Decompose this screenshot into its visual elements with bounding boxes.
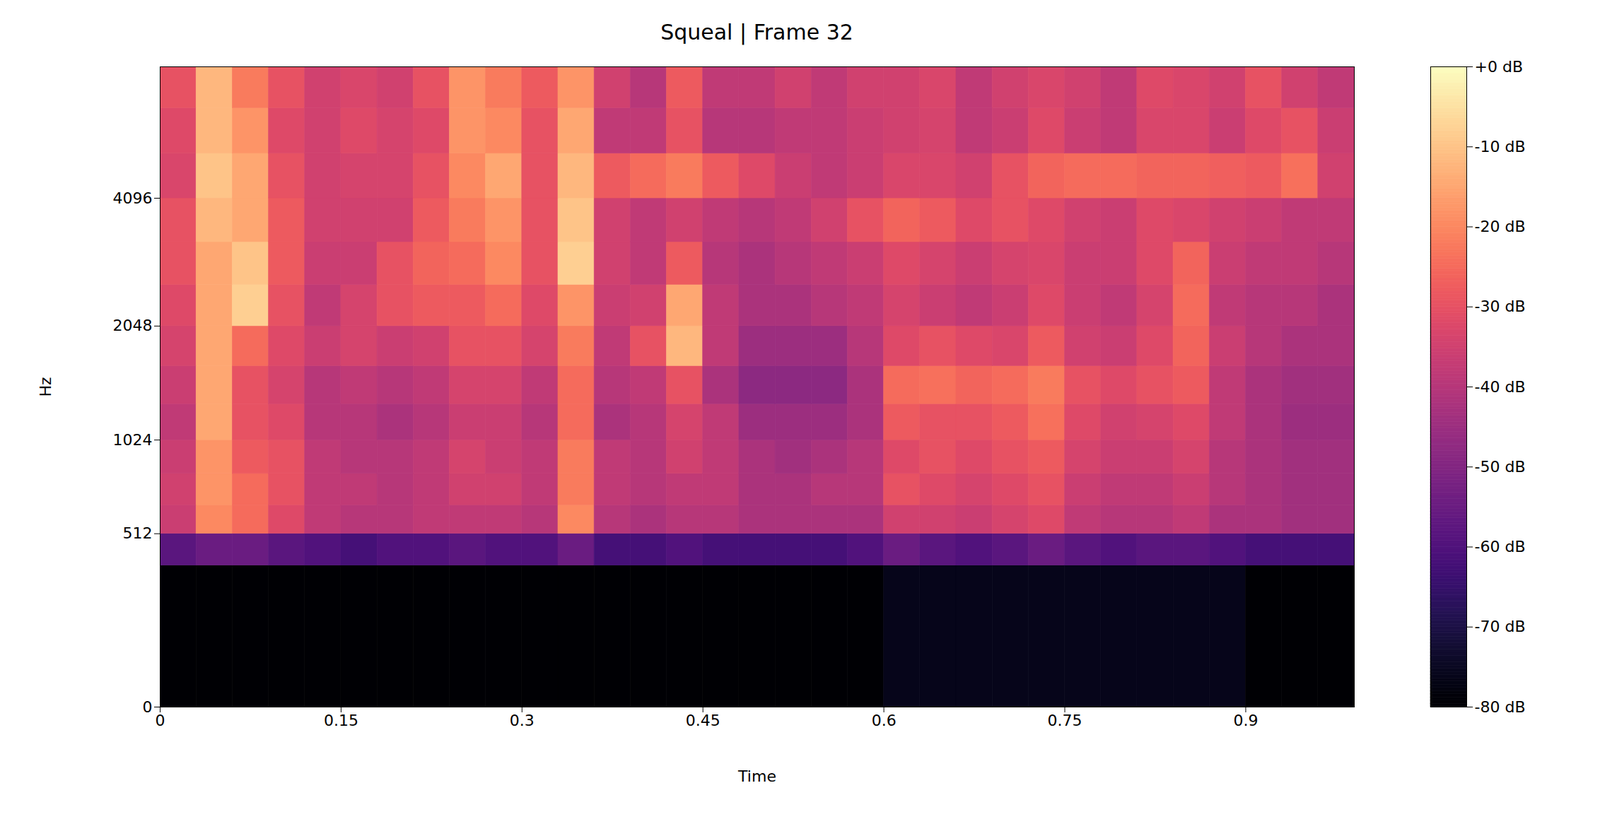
svg-text:-60 dB: -60 dB	[1474, 538, 1526, 556]
svg-text:0.75: 0.75	[1047, 711, 1083, 730]
html-text:Squeal | Frame 32: Squeal | Frame 32	[660, 19, 854, 45]
svg-text:+0 dB: +0 dB	[1474, 57, 1523, 76]
svg-text:0.9: 0.9	[1233, 711, 1258, 730]
svg-text:4096: 4096	[113, 189, 153, 208]
svg-text:0: 0	[155, 711, 166, 730]
svg-text:-40 dB: -40 dB	[1474, 378, 1526, 396]
svg-text:-20 dB: -20 dB	[1474, 217, 1526, 236]
svg-text:2048: 2048	[113, 316, 153, 335]
svg-text:1024: 1024	[113, 431, 153, 449]
svg-text:Time: Time	[737, 767, 777, 786]
svg-text:0.6: 0.6	[871, 711, 897, 730]
svg-text:-70 dB: -70 dB	[1474, 617, 1526, 636]
svg-text:-80 dB: -80 dB	[1474, 698, 1526, 717]
svg-text:0.3: 0.3	[509, 711, 535, 730]
svg-text:Hz: Hz	[36, 376, 55, 397]
svg-text:-30 dB: -30 dB	[1474, 297, 1526, 316]
svg-text:-10 dB: -10 dB	[1474, 137, 1526, 156]
svg-text:0: 0	[142, 698, 153, 717]
svg-text:0.45: 0.45	[685, 711, 721, 730]
svg-text:512: 512	[123, 524, 153, 543]
svg-text:0.15: 0.15	[323, 711, 359, 730]
svg-text:-50 dB: -50 dB	[1474, 458, 1526, 476]
